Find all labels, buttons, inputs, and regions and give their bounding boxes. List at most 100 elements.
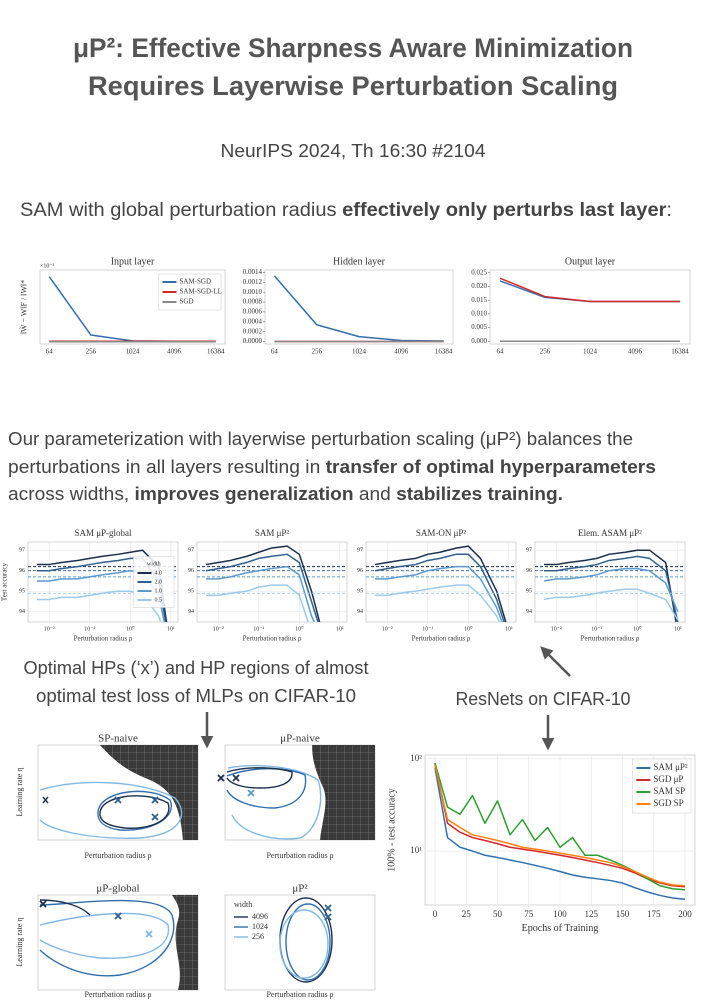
plot-frame xyxy=(534,541,686,623)
legend-label: 1024 xyxy=(252,922,268,931)
optimum xyxy=(217,774,240,782)
x-tick-label: 4096 xyxy=(167,348,182,356)
series-line xyxy=(543,567,679,613)
plot xyxy=(197,545,347,622)
y-tick-label: 94 xyxy=(357,609,363,615)
x-tick-label: 0 xyxy=(433,909,438,919)
optimum xyxy=(247,789,255,797)
legend-label: SAM SP xyxy=(653,786,685,796)
axis-label: Perturbation radius ρ xyxy=(84,851,151,860)
chart-title: SAM-ON μP² xyxy=(416,528,467,538)
axis-label: Perturbation radius ρ xyxy=(266,990,333,999)
axis-label: Perturbation radius ρ xyxy=(84,990,151,999)
chart-title: Input layer xyxy=(111,256,155,267)
legend-label: 256 xyxy=(252,932,264,941)
series-line xyxy=(206,565,316,622)
paragraph-text: and xyxy=(354,483,397,504)
y-tick-label: 0.0014 xyxy=(243,268,263,276)
series-line xyxy=(375,584,501,622)
x-tick-label: 10⁻¹ xyxy=(253,626,264,632)
series-line xyxy=(434,765,686,887)
x-tick-label: 10⁰ xyxy=(464,625,473,632)
optimum xyxy=(145,930,153,938)
x-tick-label: 10⁻¹ xyxy=(422,626,433,632)
series-line xyxy=(205,545,321,622)
paragraph-line: Our parameterization with layerwise pert… xyxy=(8,428,633,449)
legend-label: 2.0 xyxy=(155,579,163,585)
y-tick-label: 10¹ xyxy=(410,845,422,855)
series-line xyxy=(543,588,679,621)
y-tick-label: 95 xyxy=(188,589,194,595)
intro-text: : xyxy=(666,200,672,221)
x-tick-label: 1024 xyxy=(126,348,141,356)
panel-title: μP-naive xyxy=(280,733,320,745)
mlp-caption: optimal test loss of MLPs on CIFAR-10 xyxy=(36,686,356,706)
optimum xyxy=(39,900,47,908)
legend-label: SGD xyxy=(180,298,194,306)
x-tick-label: 64 xyxy=(46,348,54,356)
legend-label: SGD μP xyxy=(653,774,683,784)
optimum xyxy=(324,904,332,921)
x-tick-label: 16384 xyxy=(207,348,225,356)
series-line xyxy=(375,565,503,622)
panel-frame xyxy=(224,894,376,991)
chart-title: SAM μP-global xyxy=(74,528,132,538)
optimum xyxy=(42,796,49,804)
y-tick-label: 96 xyxy=(19,568,25,574)
legend-title: width xyxy=(234,900,252,909)
plot xyxy=(535,549,685,622)
x-tick-label: 25 xyxy=(462,909,472,919)
legend-title: width xyxy=(147,561,161,567)
legend-label: 4.0 xyxy=(155,570,163,576)
series-line xyxy=(434,762,686,891)
y-tick-label: 94 xyxy=(188,609,194,615)
region xyxy=(312,745,375,840)
x-tick-label: 4096 xyxy=(394,348,409,356)
contour xyxy=(226,767,293,789)
x-tick-label: 4096 xyxy=(628,348,643,356)
y-tick-label: 0.0006 xyxy=(243,308,263,316)
x-tick-label: 16384 xyxy=(671,348,689,356)
plot-frame xyxy=(489,269,691,345)
chart: SAM μP² 94 95 96 97 10⁻² 10⁻¹ 10⁰ 10¹ Perturbatio… xyxy=(188,528,348,642)
chart: SAM μP-global 94 95 96 97 10⁻² 10⁻¹ 10⁰ 10¹ Pertu… xyxy=(0,528,179,642)
y-tick-label: 97 xyxy=(526,548,532,554)
contour xyxy=(39,781,183,839)
chart-title: Elem. ASAM μP² xyxy=(578,528,642,538)
x-tick-label: 1024 xyxy=(352,348,367,356)
x-axis-label: Epochs of Training xyxy=(522,923,599,934)
paragraph-bold: stabilizes training. xyxy=(396,483,563,504)
chart: 10¹ 10² 0 25 50 75 100 125 150 175 200 Epochs of Tr… xyxy=(386,753,696,934)
contour xyxy=(226,768,307,809)
series-line xyxy=(499,280,680,303)
x-tick-label: 10⁰ xyxy=(126,625,135,632)
x-axis-label: Perturbation radius ρ xyxy=(412,634,471,642)
plot xyxy=(273,275,444,343)
y-tick-label: 94 xyxy=(526,609,532,615)
series-line xyxy=(37,549,168,622)
y-tick-label: 96 xyxy=(357,568,363,574)
y-tick-label: 0.015 xyxy=(471,296,487,304)
y-tick-label: 95 xyxy=(19,589,25,595)
x-tick-label: 75 xyxy=(524,909,534,919)
y-axis-label: Test accuracy xyxy=(0,562,8,601)
title-line: μP²: Effective Sharpness Aware Minimizat… xyxy=(73,33,633,63)
chart-title: SAM μP² xyxy=(255,528,290,538)
legend-label: SAM μP² xyxy=(653,762,688,772)
chart: Input layer 64 256 1024 4096 16384 ‖W̃ − W‖F /… xyxy=(19,256,226,356)
plot xyxy=(499,277,680,343)
series-line xyxy=(273,275,444,342)
x-tick-label: 10⁰ xyxy=(633,625,642,632)
x-tick-label: 10⁻¹ xyxy=(591,626,602,632)
x-tick-label: 175 xyxy=(647,909,661,919)
contour xyxy=(39,912,170,959)
legend-label: 1.0 xyxy=(155,588,163,594)
resnet-caption: ResNets on CIFAR-10 xyxy=(456,689,631,709)
axis-label: Perturbation radius ρ xyxy=(266,851,333,860)
x-tick-label: 100 xyxy=(553,909,567,919)
panel-title: SP-naive xyxy=(98,733,138,745)
y-tick-label: 0.0000 xyxy=(243,337,263,345)
y-tick-label: 0.0012 xyxy=(243,278,263,286)
